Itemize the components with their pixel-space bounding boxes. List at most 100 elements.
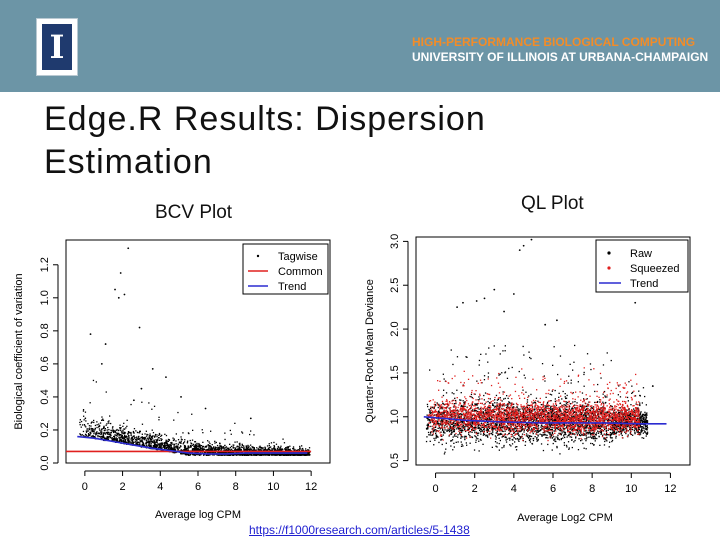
tagwise-point <box>84 417 86 420</box>
raw-point <box>569 413 571 415</box>
tagwise-point <box>266 445 269 447</box>
tagwise-point <box>132 442 134 444</box>
tagwise-point <box>141 436 144 438</box>
raw-point <box>599 427 601 430</box>
raw-point <box>558 426 560 428</box>
raw-point <box>438 403 440 406</box>
raw-point <box>438 427 441 429</box>
tagwise-point <box>194 445 196 447</box>
raw-point <box>508 401 510 403</box>
raw-point <box>501 400 503 402</box>
tagwise-point <box>250 454 252 456</box>
raw-point <box>525 426 527 428</box>
tagwise-point <box>230 449 232 451</box>
raw-point <box>507 419 509 421</box>
tagwise-point <box>167 446 169 448</box>
raw-point <box>545 396 547 398</box>
raw-point <box>610 405 612 407</box>
raw-point <box>458 410 460 412</box>
raw-point <box>527 429 529 431</box>
tagwise-point <box>240 448 242 451</box>
tagwise-point <box>84 433 87 435</box>
tagwise-point <box>84 411 87 413</box>
raw-point <box>550 415 553 417</box>
tagwise-point <box>79 434 82 436</box>
raw-point <box>577 425 579 427</box>
raw-point <box>643 418 645 420</box>
tagwise-point <box>111 437 113 439</box>
raw-point <box>453 430 455 433</box>
bcv-x-label: Average log CPM <box>155 509 241 521</box>
tagwise-point <box>171 447 173 449</box>
tagwise-point <box>223 452 225 454</box>
raw-point <box>589 436 592 438</box>
tagwise-point <box>187 447 190 449</box>
tagwise-point <box>111 437 113 439</box>
tagwise-point <box>136 439 138 441</box>
raw-point <box>442 403 445 405</box>
tagwise-point <box>130 437 132 439</box>
tagwise-point <box>191 448 194 450</box>
tagwise-point <box>246 447 248 449</box>
tagwise-point <box>243 454 245 456</box>
tagwise-point <box>255 454 258 456</box>
tagwise-point <box>238 447 241 449</box>
tagwise-point <box>170 445 172 447</box>
raw-point <box>577 432 579 434</box>
tagwise-point <box>262 454 264 456</box>
tagwise-point <box>264 446 266 448</box>
raw-point <box>440 406 443 408</box>
tagwise-point <box>196 442 198 445</box>
raw-point <box>569 363 571 365</box>
raw-point <box>472 423 474 425</box>
tagwise-point <box>156 436 158 438</box>
tagwise-point <box>113 438 116 441</box>
tagwise-point <box>133 428 136 430</box>
raw-point <box>478 426 480 429</box>
raw-point <box>531 428 533 430</box>
raw-point <box>564 431 567 434</box>
raw-point <box>575 436 577 438</box>
raw-point <box>573 416 575 418</box>
raw-point <box>588 416 590 418</box>
raw-point <box>488 418 490 421</box>
tagwise-point <box>198 454 201 456</box>
raw-point <box>532 430 534 432</box>
tagwise-point <box>190 442 192 444</box>
raw-point <box>486 434 488 436</box>
raw-point <box>610 359 612 362</box>
tagwise-point <box>174 447 176 449</box>
bcv-x-tick-label: 2 <box>120 481 126 493</box>
tagwise-point <box>241 431 243 433</box>
raw-point <box>613 427 616 429</box>
raw-point <box>455 402 457 405</box>
raw-point <box>584 415 586 417</box>
raw-point <box>470 423 472 425</box>
raw-point <box>558 396 560 398</box>
tagwise-point <box>268 443 270 445</box>
raw-point <box>568 418 570 420</box>
tagwise-point <box>247 446 250 449</box>
tagwise-point <box>211 448 213 450</box>
raw-point <box>528 351 530 353</box>
tagwise-point <box>155 440 158 442</box>
tagwise-point <box>149 445 151 448</box>
tagwise-point <box>220 454 222 456</box>
raw-point <box>453 403 455 405</box>
raw-point <box>524 418 526 420</box>
raw-point <box>439 423 441 425</box>
tagwise-point <box>139 441 141 443</box>
tagwise-point <box>104 437 106 440</box>
bcv-y-tick-label: 0.2 <box>39 422 51 437</box>
raw-point <box>482 411 484 414</box>
tagwise-point <box>170 442 173 444</box>
raw-point <box>507 397 509 399</box>
tagwise-point <box>160 443 162 445</box>
tagwise-point <box>185 453 187 455</box>
raw-point <box>588 433 590 435</box>
raw-point <box>586 436 588 439</box>
tagwise-point <box>120 435 122 437</box>
tagwise-point <box>174 446 176 448</box>
tagwise-point <box>92 435 94 437</box>
raw-point <box>566 408 568 411</box>
